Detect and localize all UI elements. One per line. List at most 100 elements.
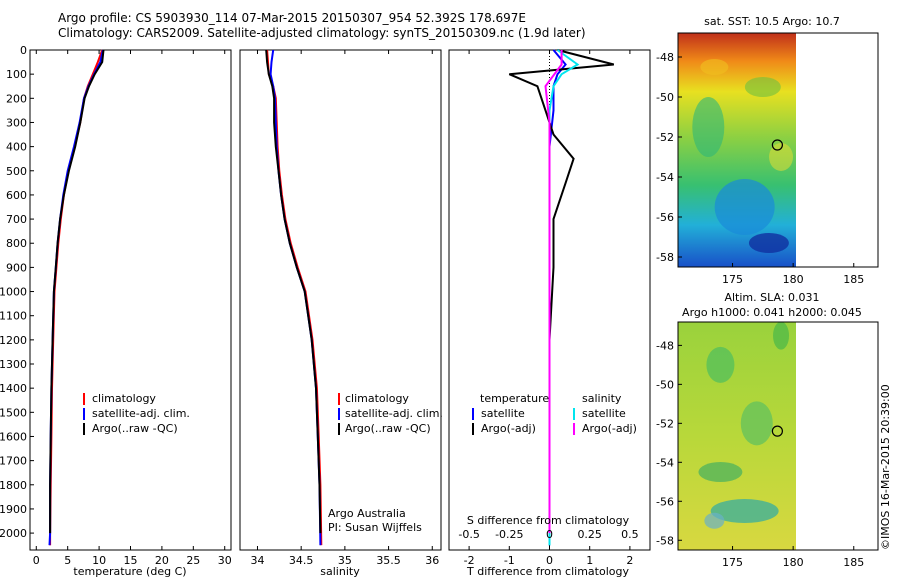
credit-line2: PI: Susan Wijffels [328, 521, 422, 534]
x-tick-label: 36 [425, 554, 439, 567]
sla-map: Altim. SLA: 0.031 Argo h1000: 0.041 h200… [656, 291, 879, 569]
x-tick-label: 34.5 [289, 554, 314, 567]
x2-tick-label: -0.5 [458, 528, 479, 541]
map-x-tick-label: 185 [843, 273, 864, 286]
sla-patch [773, 321, 790, 350]
map-x-tick-label: 180 [783, 273, 804, 286]
x2-tick-label: 0 [546, 528, 553, 541]
legend-label: climatology [345, 392, 409, 405]
y-tick-label: 100 [6, 68, 27, 81]
x2-tick-label: 0.25 [577, 528, 602, 541]
map-y-tick-label: -56 [656, 211, 674, 224]
y-tick-label: 600 [6, 189, 27, 202]
series-line [265, 49, 322, 534]
y-tick-label: 1400 [0, 382, 27, 395]
x-tick-label: 35.5 [376, 554, 401, 567]
legend-label: satellite-adj. clim. [345, 407, 443, 420]
sst-patch [700, 59, 729, 75]
sst-patch [744, 77, 781, 97]
y-tick-label: 1300 [0, 358, 27, 371]
series-line [49, 49, 105, 534]
series-line [544, 50, 563, 534]
legend-label: Argo(..raw -QC) [345, 422, 431, 435]
sst-map: sat. SST: 10.5 Argo: 10.7 175 180 185 -48 -5… [656, 15, 879, 286]
y-tick-label: 400 [6, 141, 27, 154]
y-tick-label: 200 [6, 92, 27, 105]
argo-position-marker [771, 139, 783, 151]
map-y-tick-label: -48 [656, 339, 674, 352]
legend-label: climatology [92, 392, 156, 405]
sla-patch [740, 401, 773, 446]
map-y-tick-label: -50 [656, 91, 674, 104]
difference-legend: temperature salinity satellite Argo(-adj… [472, 392, 637, 435]
difference-x2label: S difference from climatology [467, 514, 630, 527]
legend-label: satellite-adj. clim. [92, 407, 190, 420]
temperature-legend: climatology satellite-adj. clim. Argo(..… [83, 392, 190, 435]
legend-label: Argo(-adj) [481, 422, 536, 435]
difference-xlabel: T difference from climatology [466, 565, 629, 578]
sla-patch [704, 512, 725, 529]
map-y-tick-label: -58 [656, 251, 674, 264]
map-x-tick-label: 175 [722, 556, 743, 569]
map-y-tick-label: -54 [656, 171, 674, 184]
y-tick-label: 1200 [0, 334, 27, 347]
difference-panel: -2 -1 0 1 2 -0.5 -0.25 0 0.25 0.5 T difference fr… [448, 49, 651, 578]
y-tick-label: 900 [6, 261, 27, 274]
x-tick-label: 10 [92, 554, 106, 567]
sla-patch [706, 346, 735, 383]
salinity-xlabel: salinity [320, 565, 360, 578]
x2-tick-label: -0.25 [495, 528, 523, 541]
sla-patch [710, 499, 779, 524]
x-tick-label: 34 [250, 554, 264, 567]
x-tick-label: 35 [338, 554, 352, 567]
x-tick-label: 15 [124, 554, 138, 567]
timestamp-stamp: ©IMOS 16-Mar-2015 20:39:00 [879, 384, 892, 550]
legend-heading-temperature: temperature [480, 392, 549, 405]
x-tick-label: 20 [155, 554, 169, 567]
legend-label: Argo(..raw -QC) [92, 422, 178, 435]
sla-map-title1: Altim. SLA: 0.031 [724, 291, 819, 304]
map-y-tick-label: -56 [656, 495, 674, 508]
x-tick-label: 5 [64, 554, 71, 567]
temperature-xlabel: temperature (deg C) [73, 565, 186, 578]
y-tick-label: 500 [6, 165, 27, 178]
sst-map-title: sat. SST: 10.5 Argo: 10.7 [704, 15, 840, 28]
x-tick-label: 0 [33, 554, 40, 567]
x-tick-label: 30 [218, 554, 232, 567]
salinity-axes-box [239, 49, 442, 551]
salinity-legend: climatology satellite-adj. clim. Argo(..… [338, 392, 443, 435]
temperature-axes-box [29, 49, 232, 551]
sst-patch [748, 233, 789, 253]
y-tick-label: 2000 [0, 527, 27, 540]
y-tick-label: 300 [6, 116, 27, 129]
sst-patch [692, 97, 725, 157]
legend-label: satellite [481, 407, 525, 420]
y-tick-label: 0 [20, 44, 27, 57]
legend-label: satellite [582, 407, 626, 420]
map-y-tick-label: -52 [656, 417, 674, 430]
y-tick-label: 1800 [0, 479, 27, 492]
x-tick-label: -1 [504, 554, 515, 567]
map-x-tick-label: 185 [843, 556, 864, 569]
y-tick-label: 1000 [0, 286, 27, 299]
sst-map-frame [677, 32, 879, 268]
map-y-tick-label: -50 [656, 378, 674, 391]
map-y-tick-label: -54 [656, 456, 674, 469]
sla-map-frame [677, 321, 879, 551]
x-tick-label: 0 [546, 554, 553, 567]
x-tick-label: -2 [464, 554, 475, 567]
x-tick-label: 25 [186, 554, 200, 567]
legend-heading-salinity: salinity [582, 392, 622, 405]
y-tick-label: 1700 [0, 455, 27, 468]
y-tick-label: 1100 [0, 310, 27, 323]
x-tick-label: 1 [586, 554, 593, 567]
x-tick-label: 2 [626, 554, 633, 567]
y-tick-label: 1900 [0, 503, 27, 516]
title-line1: Argo profile: CS 5903930_114 07-Mar-2015… [58, 11, 526, 25]
map-x-tick-label: 180 [783, 556, 804, 569]
x2-tick-label: 0.5 [621, 528, 639, 541]
sla-patch [698, 462, 743, 483]
legend-label: Argo(-adj) [582, 422, 637, 435]
temperature-panel: 0 5 10 15 20 25 300100200300400500600700800900… [0, 44, 232, 578]
